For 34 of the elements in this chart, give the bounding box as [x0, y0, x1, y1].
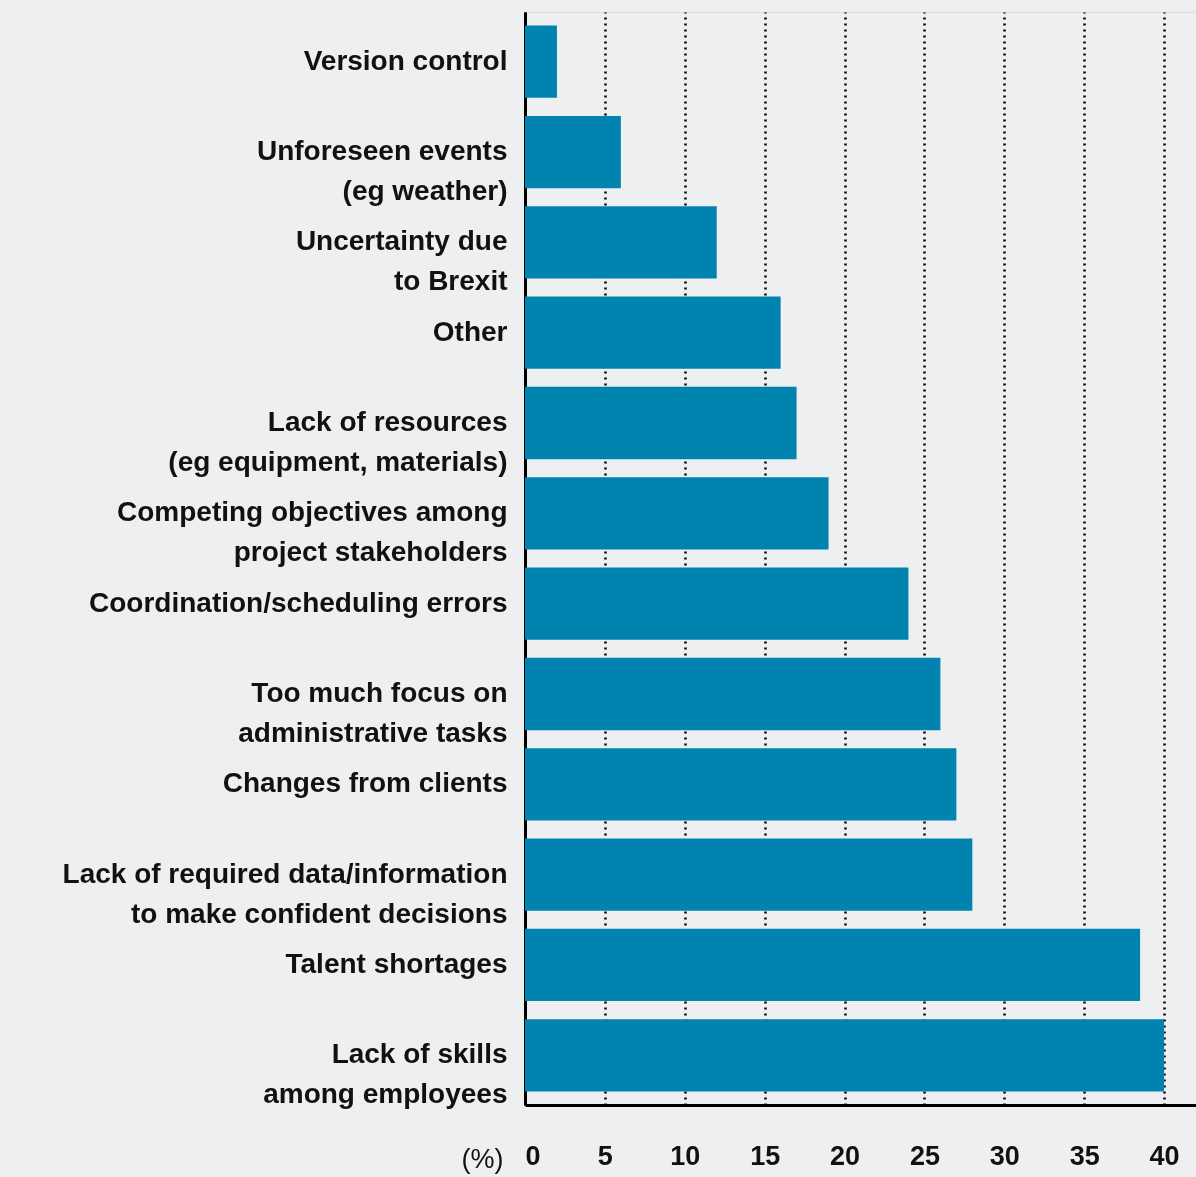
y-tick-label: Too much focus on administrative tasks — [238, 677, 508, 748]
bar — [525, 748, 957, 821]
x-tick-label: 35 — [1069, 1140, 1100, 1171]
bar — [525, 25, 557, 98]
bar — [525, 567, 909, 640]
y-tick-label: Talent shortages — [285, 947, 508, 979]
bar — [525, 477, 829, 550]
x-tick-label: 15 — [750, 1140, 781, 1171]
bar — [525, 657, 941, 731]
x-tick-label: 0 — [525, 1140, 541, 1171]
x-axis-title: (%) — [461, 1143, 504, 1174]
bar — [525, 296, 781, 369]
y-tick-label: Version control — [303, 44, 508, 76]
bar — [525, 928, 1141, 1002]
y-tick-label: Other — [432, 315, 508, 347]
y-tick-label: Uncertainty due to Brexit — [295, 225, 508, 297]
bar — [525, 838, 973, 911]
y-tick-label: Lack of resources (eg equipment, materials) — [168, 406, 508, 477]
x-tick-label: 20 — [830, 1140, 861, 1171]
y-tick-label: Lack of skills among employees — [263, 1038, 508, 1110]
x-tick-label: 40 — [1149, 1140, 1180, 1171]
bar — [525, 1019, 1165, 1092]
x-tick-label: 30 — [989, 1140, 1020, 1171]
y-tick-label: Coordination/scheduling errors — [89, 586, 508, 618]
y-tick-label: Lack of required data/information to make confident decisions — [62, 857, 508, 929]
bar — [525, 115, 621, 189]
y-tick-label: Changes from clients — [222, 767, 508, 799]
x-tick-label: 25 — [909, 1140, 940, 1171]
y-tick-label: Unforeseen events (eg weather) — [256, 135, 508, 207]
x-tick-label: 10 — [670, 1140, 701, 1171]
bar — [525, 386, 797, 460]
x-tick-label: 5 — [597, 1140, 613, 1171]
bar — [525, 206, 717, 279]
y-tick-label: Competing objectives among project stakeholders — [117, 496, 508, 568]
